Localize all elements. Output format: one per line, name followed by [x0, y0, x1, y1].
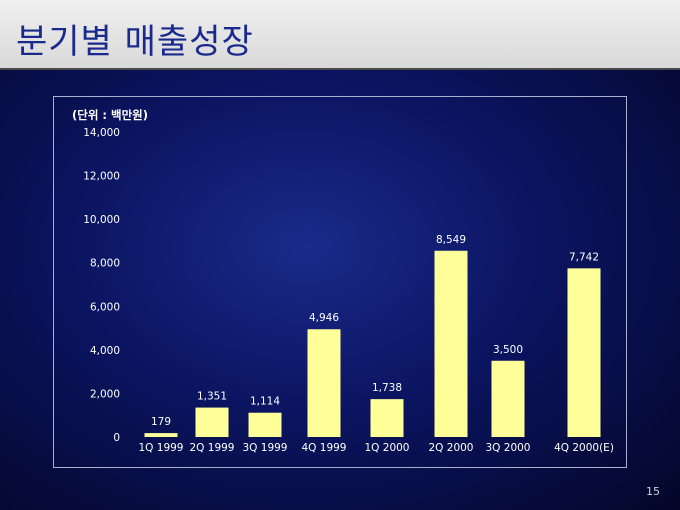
- page-number: 15: [646, 485, 660, 498]
- y-tick-label: 10,000: [83, 214, 120, 226]
- data-label: 3,500: [493, 344, 523, 356]
- data-label: 1,738: [372, 382, 402, 394]
- y-tick-label: 4,000: [90, 345, 120, 357]
- data-label: 7,742: [569, 251, 599, 263]
- y-tick-label: 2,000: [90, 388, 120, 400]
- data-label: 8,549: [436, 234, 466, 246]
- x-tick-label: 3Q 1999: [242, 442, 287, 454]
- chart-frame: (단위 : 백만원) 0 2,000 4,000 6,000 8,000 10,000 12,…: [53, 96, 627, 468]
- bar: [491, 360, 525, 437]
- bar: [434, 250, 468, 437]
- slide-header: 분기별 매출성장: [0, 0, 680, 70]
- bar: [248, 412, 282, 437]
- x-tick-label: 2Q 2000: [428, 442, 473, 454]
- y-tick-label: 0: [113, 432, 120, 444]
- bar: [370, 399, 404, 437]
- data-label: 179: [151, 416, 171, 428]
- data-label: 1,351: [197, 391, 227, 403]
- header-divider: [0, 68, 680, 70]
- bar-chart: (단위 : 백만원) 0 2,000 4,000 6,000 8,000 10,000 12,…: [72, 108, 614, 454]
- unit-label: (단위 : 백만원): [72, 108, 148, 122]
- bar: [307, 329, 341, 437]
- bar: [195, 407, 229, 437]
- bar: [567, 268, 601, 437]
- x-tick-label: 1Q 2000: [364, 442, 409, 454]
- x-tick-label: 2Q 1999: [189, 442, 234, 454]
- data-label: 4,946: [309, 312, 339, 324]
- y-tick-label: 14,000: [83, 127, 120, 139]
- y-tick-label: 8,000: [90, 258, 120, 270]
- x-tick-label: 3Q 2000: [485, 442, 530, 454]
- x-tick-label: 4Q 2000(E): [554, 442, 614, 454]
- data-label: 1,114: [250, 396, 280, 408]
- y-tick-label: 6,000: [90, 301, 120, 313]
- x-tick-label: 4Q 1999: [301, 442, 346, 454]
- bar: [144, 433, 178, 437]
- y-tick-label: 12,000: [83, 171, 120, 183]
- x-tick-label: 1Q 1999: [138, 442, 183, 454]
- slide-title: 분기별 매출성장: [16, 22, 254, 62]
